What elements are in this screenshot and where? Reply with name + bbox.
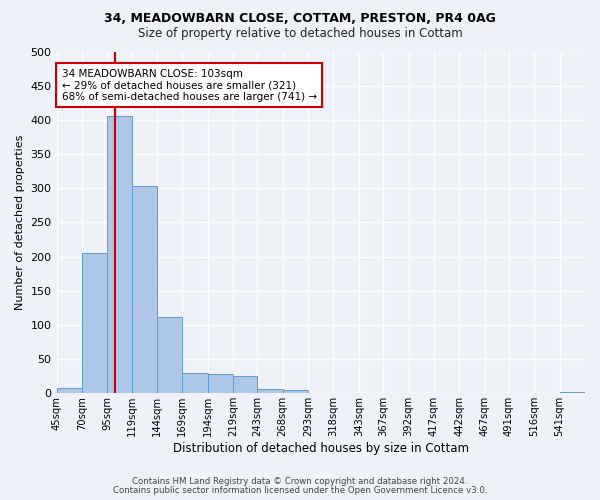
Text: 34 MEADOWBARN CLOSE: 103sqm
← 29% of detached houses are smaller (321)
68% of se: 34 MEADOWBARN CLOSE: 103sqm ← 29% of det… — [62, 68, 317, 102]
Bar — [131, 186, 157, 394]
Bar — [560, 392, 585, 394]
Bar — [157, 316, 182, 394]
X-axis label: Distribution of detached houses by size in Cottam: Distribution of detached houses by size … — [173, 442, 469, 455]
Bar — [82, 253, 107, 394]
Bar — [208, 374, 233, 394]
Bar — [257, 389, 283, 394]
Text: Contains HM Land Registry data © Crown copyright and database right 2024.: Contains HM Land Registry data © Crown c… — [132, 477, 468, 486]
Text: Contains public sector information licensed under the Open Government Licence v3: Contains public sector information licen… — [113, 486, 487, 495]
Text: 34, MEADOWBARN CLOSE, COTTAM, PRESTON, PR4 0AG: 34, MEADOWBARN CLOSE, COTTAM, PRESTON, P… — [104, 12, 496, 26]
Bar — [182, 374, 208, 394]
Y-axis label: Number of detached properties: Number of detached properties — [15, 134, 25, 310]
Bar — [283, 390, 308, 394]
Bar — [56, 388, 82, 394]
Bar — [233, 376, 257, 394]
Bar — [107, 116, 131, 394]
Text: Size of property relative to detached houses in Cottam: Size of property relative to detached ho… — [137, 28, 463, 40]
